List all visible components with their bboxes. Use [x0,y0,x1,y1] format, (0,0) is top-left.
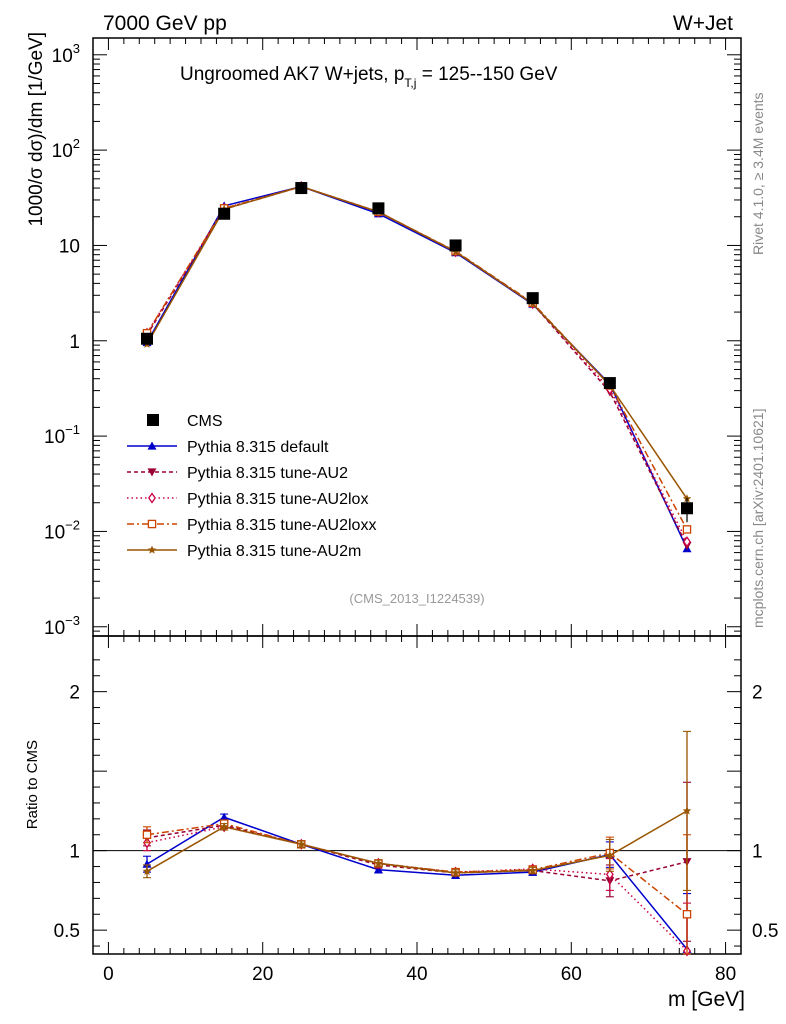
cms-data-point [141,332,153,345]
y-tick-exponent: −3 [65,613,80,628]
legend: CMS Pythia 8.315 default Pythia 8.315 tune… [127,413,376,560]
series-5-ratio-point [374,858,383,868]
series-5-ratio-line [146,810,688,874]
y-tick-label: 10−1 [44,422,80,448]
legend-label-2: Pythia 8.315 tune-AU2 [187,465,348,482]
data-points-group [141,182,693,523]
legend-marker-3 [148,492,156,504]
cms-data-point [218,207,231,220]
y-tick-base: 10 [44,427,65,448]
ratio-series-group [142,730,692,957]
ratio-y-axis-label: Ratio to CMS [24,740,41,829]
ratio-tick-label-left: 2 [69,683,80,704]
cms-data-point [372,202,385,215]
y-tick-label: 103 [52,41,80,67]
series-5-ratio-point [682,806,692,815]
chart-title-main: Ungroomed AK7 W+jets, p [180,64,404,85]
series-5-ratio-point [528,866,537,875]
series-4-point [682,525,692,534]
header-left: 7000 GeV pp [103,12,227,35]
series-5-ratio-point [142,866,152,875]
legend-label-1: Pythia 8.315 default [187,439,329,456]
y-tick-base: 10 [59,236,80,257]
y-tick-exponent: 3 [73,41,80,56]
series-3-point [683,536,691,548]
series-5-line [146,185,688,500]
y-tick-base: 10 [44,522,65,543]
y-tick-exponent: −2 [65,517,80,532]
legend-marker-4 [147,519,157,529]
cms-data-point [603,377,616,390]
y-tick-exponent: −1 [65,422,80,437]
ratio-tick-label-right: 2 [752,683,763,704]
series-5-ratio-point [219,822,229,831]
legend-marker-cms [147,414,159,426]
cms-data-point [449,239,462,252]
y-tick-label: 10−2 [44,517,80,543]
legend-label-cms: CMS [187,413,223,430]
chart-title-sub: T,j [404,76,416,90]
y-tick-base: 1 [69,332,80,353]
y-tick-base: 10 [52,46,73,67]
series-5-ratio-point [605,850,615,860]
series-4-ratio-point [142,830,152,840]
series-3-line [146,185,688,543]
chart-title-tail: = 125--150 GeV [416,64,557,85]
y-tick-label: 102 [52,136,80,162]
ratio-tick-label-left: 0.5 [54,921,80,942]
header-right: W+Jet [673,12,733,35]
series-3-ratio-point [605,868,614,881]
legend-label-3: Pythia 8.315 tune-AU2lox [187,491,368,508]
mcplots-label: mcplots.cern.ch [arXiv:2401.10621] [750,409,766,628]
y-tick-label: 10 [59,236,80,257]
legend-label-5: Pythia 8.315 tune-AU2m [187,543,361,560]
series-2-ratio-line [146,824,688,882]
rivet-label: Rivet 4.1.0, ≥ 3.4M events [750,92,766,255]
y-tick-base: 10 [52,141,73,162]
legend-marker-1 [147,441,157,450]
legend-marker-5 [147,545,157,554]
x-tick-label: 20 [252,964,273,985]
series-5-ratio-point [297,839,306,848]
analysis-id: (CMS_2013_I1224539) [349,591,484,606]
ratio-panel-frame [92,635,742,955]
ratio-tick-label-right: 1 [752,842,763,863]
series-1-ratio-point [219,812,229,821]
series-4-ratio-point [682,910,692,919]
x-tick-label: 0 [103,964,114,985]
y-tick-exponent: 2 [73,136,80,151]
cms-data-point [295,182,308,195]
ratio-tick-label-left: 1 [69,842,80,863]
x-tick-label: 60 [561,964,582,985]
cms-data-point [681,502,693,515]
legend-label-4: Pythia 8.315 tune-AU2loxx [187,517,376,534]
x-tick-label: 80 [715,964,736,985]
cms-data-point [526,292,539,305]
main-series-group [142,180,692,553]
series-1-ratio-point [142,859,152,868]
x-tick-label: 40 [406,964,427,985]
legend-marker-2 [147,468,157,477]
y-tick-base: 10 [44,618,65,639]
chart-title: Ungroomed AK7 W+jets, pT,j = 125--150 Ge… [180,64,558,90]
y-tick-label: 10−3 [44,613,80,639]
x-axis-label: m [GeV] [668,988,745,1011]
series-5-ratio-point [451,868,460,877]
y-axis-label: 1000/σ dσ)/dm [1/GeV] [26,32,47,227]
series-3-ratio-line [146,826,688,952]
y-tick-label: 1 [69,332,80,353]
ratio-tick-label-right: 0.5 [752,921,778,942]
